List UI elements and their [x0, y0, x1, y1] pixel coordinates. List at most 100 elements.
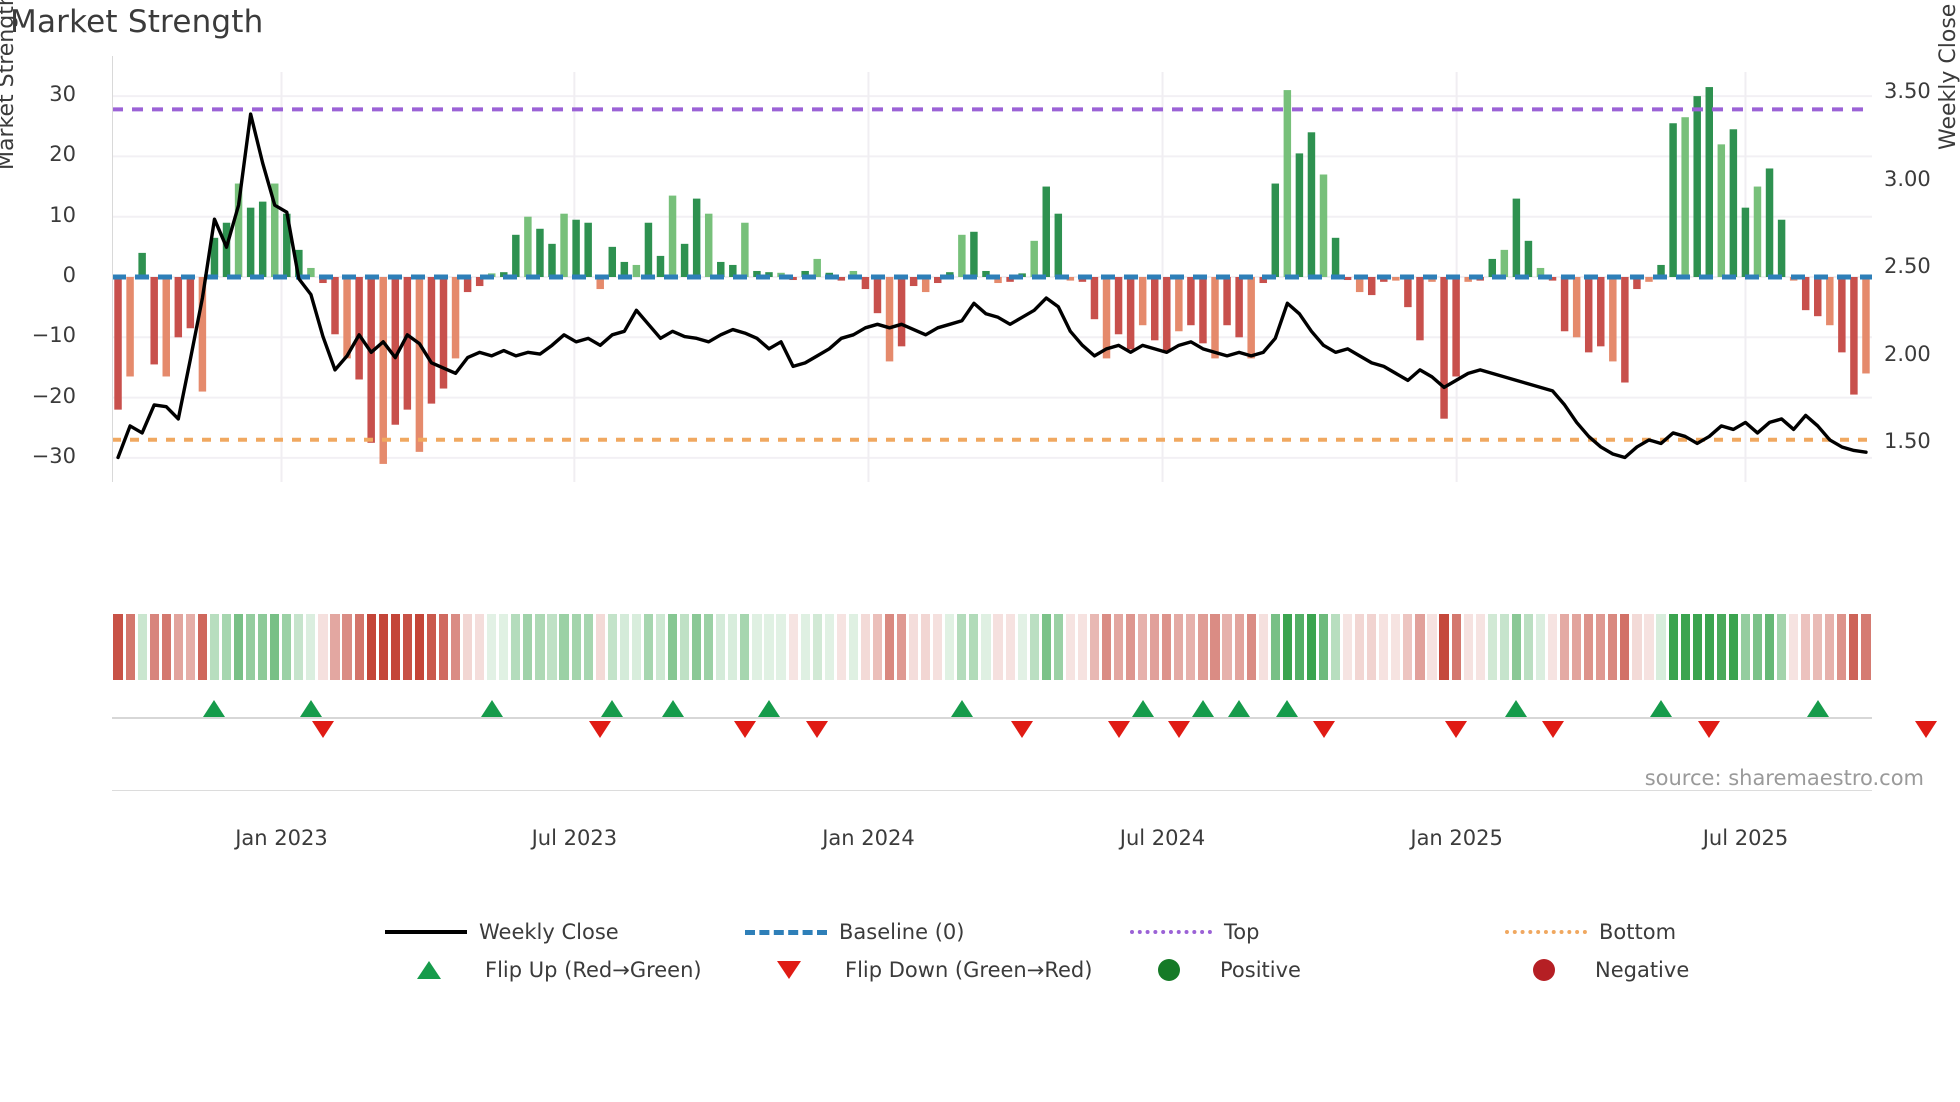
strength-bar [1777, 219, 1786, 277]
heatmap-cell [1343, 614, 1353, 680]
strength-bar [717, 261, 725, 277]
heatmap-cell [655, 614, 666, 680]
strength-bar [1102, 277, 1111, 359]
heatmap-cell [185, 614, 195, 680]
heatmap-cell [692, 614, 702, 680]
strength-bar [1175, 277, 1183, 332]
y-axis-left-tick: −10 [31, 323, 76, 348]
heatmap-cell [1174, 614, 1184, 680]
strength-bar [1597, 277, 1605, 347]
heatmap-cell [1053, 614, 1063, 680]
strength-bar [355, 277, 363, 380]
strength-bar [632, 264, 641, 277]
heatmap-cell [438, 614, 449, 680]
legend-item-top[interactable]: Top [1130, 920, 1259, 944]
strength-bar [1717, 144, 1726, 277]
heatmap-cell [1029, 614, 1039, 680]
flip-up-marker [1650, 700, 1673, 717]
strength-bar [1452, 277, 1460, 377]
legend-item-flip-up[interactable]: Flip Up (Red→Green) [385, 958, 702, 982]
strength-bar [1054, 213, 1063, 277]
legend-item-negative[interactable]: Negative [1505, 958, 1689, 982]
strength-bar [584, 222, 592, 277]
legend-item-positive[interactable]: Positive [1130, 958, 1301, 982]
heatmap-cell [1596, 614, 1606, 680]
flip-up-marker [203, 700, 226, 717]
strength-bar [1223, 277, 1231, 326]
heatmap-cell [643, 614, 653, 680]
y-axis-right-tick: 2.00 [1884, 341, 1931, 366]
strength-bar [295, 249, 303, 277]
heatmap-cell [1861, 614, 1871, 680]
flip-up-marker [480, 700, 503, 717]
heatmap-cell [197, 614, 207, 680]
legend-item-flip-down[interactable]: Flip Down (Green→Red) [745, 958, 1092, 982]
strength-bar [873, 277, 882, 314]
legend-label: Bottom [1599, 920, 1677, 944]
chart-legend: Weekly Close Baseline (0) Top Bottom Flip Up… [0, 920, 1960, 1030]
heatmap-cell [1222, 614, 1232, 680]
flip-up-marker [1806, 700, 1829, 717]
heatmap-cell [1656, 614, 1666, 680]
strength-bar [970, 231, 978, 277]
heatmap-cell [1138, 614, 1148, 680]
legend-item-bottom[interactable]: Bottom [1505, 920, 1676, 944]
heatmap-cell [1620, 614, 1630, 680]
heatmap-cell [1451, 614, 1461, 680]
y-axis-left-label: Market Strength [0, 0, 19, 170]
strength-bar [837, 277, 846, 281]
strength-bar [162, 277, 170, 377]
heatmap-cell [1089, 614, 1100, 680]
heatmap-cell [209, 614, 220, 680]
heatmap-cell [1330, 614, 1341, 680]
heatmap-cell [1162, 614, 1172, 680]
heatmap-cell [1186, 614, 1196, 680]
heatmap-cell [535, 614, 545, 680]
strength-bar [1295, 153, 1304, 277]
heatmap-cell [125, 614, 135, 680]
strength-bar [729, 264, 737, 277]
strength-bar [258, 201, 267, 277]
strength-bar [343, 277, 351, 359]
strength-bar [1187, 277, 1195, 326]
heatmap-cell [1403, 614, 1413, 680]
strength-bar [138, 252, 146, 277]
heatmap-cell [378, 614, 388, 680]
x-axis-tick: Jan 2025 [1410, 826, 1503, 850]
bottom-rule [112, 790, 1872, 791]
heatmap-cell [1789, 614, 1799, 680]
heatmap-cell [1077, 614, 1087, 680]
flip-down-marker [1167, 721, 1190, 738]
heatmap-cell [1463, 614, 1473, 680]
legend-label: Baseline (0) [839, 920, 965, 944]
heatmap-cell [306, 614, 316, 680]
strength-bar [1801, 277, 1810, 311]
flip-up-marker [661, 700, 684, 717]
heatmap-cell [957, 614, 967, 680]
heatmap-cell [1041, 614, 1051, 680]
heatmap-cell [1234, 614, 1244, 680]
legend-item-baseline[interactable]: Baseline (0) [745, 920, 964, 944]
strength-bar [801, 270, 809, 277]
strength-bar [234, 183, 243, 277]
strength-bar [982, 270, 990, 277]
strength-bar [1404, 277, 1412, 308]
strength-bar [1319, 174, 1328, 277]
heatmap-cell [1704, 614, 1714, 680]
y-axis-left-tick: 0 [62, 263, 76, 287]
legend-label: Negative [1595, 958, 1690, 982]
legend-item-weekly-close[interactable]: Weekly Close [385, 920, 619, 944]
strength-bar [1138, 277, 1147, 326]
y-axis-left-tick: 20 [49, 142, 76, 167]
heatmap-cell [1415, 614, 1425, 680]
strength-bar [909, 277, 918, 287]
heatmap-cell [860, 614, 870, 680]
heatmap-cell [1801, 614, 1811, 680]
heatmap-cell [1716, 614, 1726, 680]
heatmap-cell [282, 614, 292, 680]
heatmap-cell [511, 614, 521, 680]
heatmap-cell [933, 614, 943, 680]
dashed-line-icon [745, 929, 827, 935]
heatmap-cell [1126, 614, 1136, 680]
strength-bar [656, 255, 665, 277]
